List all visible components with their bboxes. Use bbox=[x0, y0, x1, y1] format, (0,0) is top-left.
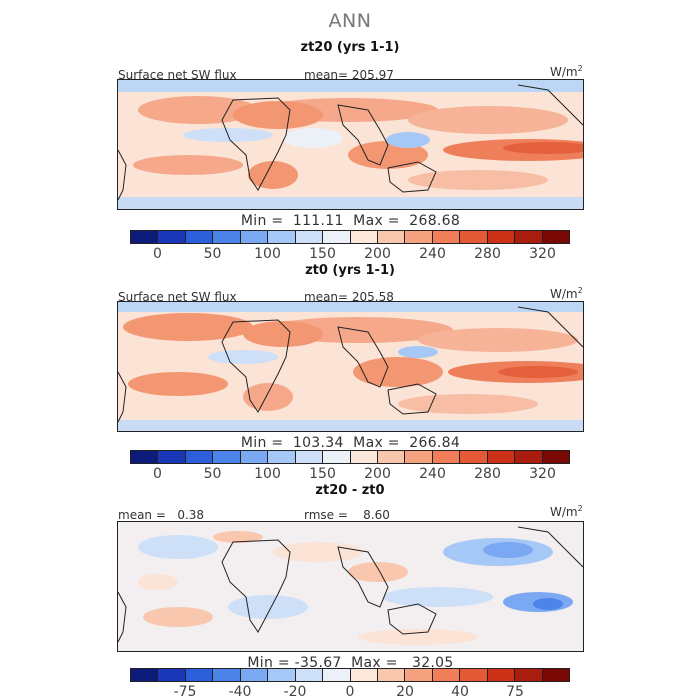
panel-1-map bbox=[117, 79, 584, 210]
colorbar-swatch bbox=[268, 451, 296, 463]
colorbar-tick-label: -75 bbox=[173, 684, 197, 700]
colorbar-swatch bbox=[323, 451, 351, 463]
colorbar-tick-label: -20 bbox=[283, 684, 307, 700]
colorbar-swatch bbox=[240, 231, 269, 243]
colorbar-swatch bbox=[515, 451, 543, 463]
colorbar-tick-label: 50 bbox=[203, 246, 222, 262]
panel-1-mean-label: mean= 205.97 bbox=[304, 68, 394, 82]
colorbar-swatch bbox=[295, 451, 324, 463]
panel-1-min-max: Min = 111.11 Max = 268.68 bbox=[240, 213, 461, 229]
panel-1-colorbar-ticks: 0 50 100 150 200 240 280 320 bbox=[130, 244, 570, 262]
panel-2-unit-label: W/m2 bbox=[550, 286, 583, 301]
panel-2-min-max: Min = 103.34 Max = 266.84 bbox=[240, 435, 461, 451]
colorbar-swatch bbox=[405, 451, 433, 463]
colorbar-swatch bbox=[542, 669, 569, 681]
figure-title: ANN bbox=[328, 10, 372, 32]
colorbar-tick-label: 0 bbox=[345, 684, 355, 700]
panel-1-colorbar bbox=[130, 230, 570, 244]
colorbar-swatch bbox=[213, 231, 241, 243]
colorbar-swatch bbox=[460, 669, 488, 681]
colorbar-swatch bbox=[432, 451, 461, 463]
colorbar-tick-label: 200 bbox=[364, 246, 391, 262]
colorbar-swatch bbox=[295, 231, 324, 243]
panel-3-map bbox=[117, 521, 584, 652]
colorbar-tick-label: 75 bbox=[506, 684, 524, 700]
panel-2-variable-label: Surface net SW flux bbox=[118, 290, 237, 304]
colorbar-tick-label: 320 bbox=[529, 246, 556, 262]
panel-3-colorbar bbox=[130, 668, 570, 682]
colorbar-swatch bbox=[460, 451, 488, 463]
panel-2-title: zt0 (yrs 1-1) bbox=[305, 263, 395, 278]
colorbar-tick-label: 20 bbox=[396, 684, 414, 700]
colorbar-tick-label: 150 bbox=[309, 466, 336, 482]
colorbar-swatch bbox=[487, 451, 516, 463]
colorbar-swatch bbox=[213, 451, 241, 463]
colorbar-tick-label: 40 bbox=[451, 684, 469, 700]
colorbar-swatch bbox=[158, 669, 186, 681]
colorbar-swatch bbox=[295, 669, 324, 681]
colorbar-tick-label: 280 bbox=[474, 466, 501, 482]
colorbar-swatch bbox=[185, 451, 214, 463]
colorbar-tick-label: 240 bbox=[419, 466, 446, 482]
colorbar-tick-label: 50 bbox=[203, 466, 222, 482]
colorbar-swatch bbox=[213, 669, 241, 681]
colorbar-swatch bbox=[268, 669, 296, 681]
colorbar-swatch bbox=[158, 231, 186, 243]
panel-2-colorbar-ticks: 0 50 100 150 200 240 280 320 bbox=[130, 464, 570, 482]
colorbar-swatch bbox=[158, 451, 186, 463]
colorbar-swatch bbox=[185, 231, 214, 243]
colorbar-swatch bbox=[377, 451, 406, 463]
panel-1-title: zt20 (yrs 1-1) bbox=[300, 40, 400, 55]
colorbar-swatch bbox=[487, 231, 516, 243]
panel-3-colorbar-ticks: -75 -40 -20 0 20 40 75 bbox=[130, 682, 570, 700]
colorbar-swatch bbox=[131, 451, 159, 463]
colorbar-swatch bbox=[268, 231, 296, 243]
panel-3-unit-label: W/m2 bbox=[550, 504, 583, 519]
colorbar-tick-label: 150 bbox=[309, 246, 336, 262]
colorbar-swatch bbox=[350, 451, 378, 463]
colorbar-tick-label: 0 bbox=[153, 246, 162, 262]
colorbar-swatch bbox=[542, 451, 569, 463]
colorbar-swatch bbox=[405, 231, 433, 243]
colorbar-swatch bbox=[323, 669, 351, 681]
colorbar-swatch bbox=[515, 231, 543, 243]
colorbar-tick-label: 280 bbox=[474, 246, 501, 262]
colorbar-swatch bbox=[240, 669, 269, 681]
colorbar-swatch bbox=[405, 669, 433, 681]
panel-2-mean-label: mean= 205.58 bbox=[304, 290, 394, 304]
colorbar-swatch bbox=[377, 669, 406, 681]
panel-3-title: zt20 - zt0 bbox=[315, 483, 385, 498]
colorbar-tick-label: 240 bbox=[419, 246, 446, 262]
colorbar-swatch bbox=[515, 669, 543, 681]
colorbar-swatch bbox=[542, 231, 569, 243]
colorbar-tick-label: 100 bbox=[254, 246, 281, 262]
panel-2-map bbox=[117, 301, 584, 432]
panel-1-variable-label: Surface net SW flux bbox=[118, 68, 237, 82]
colorbar-swatch bbox=[323, 231, 351, 243]
colorbar-swatch bbox=[460, 231, 488, 243]
colorbar-swatch bbox=[377, 231, 406, 243]
colorbar-tick-label: -40 bbox=[228, 684, 252, 700]
colorbar-tick-label: 200 bbox=[364, 466, 391, 482]
colorbar-swatch bbox=[350, 669, 378, 681]
panel-3-min-max: Min = -35.67 Max = 32.05 bbox=[247, 655, 454, 671]
colorbar-swatch bbox=[432, 231, 461, 243]
colorbar-swatch bbox=[240, 451, 269, 463]
colorbar-swatch bbox=[185, 669, 214, 681]
colorbar-swatch bbox=[131, 669, 159, 681]
colorbar-tick-label: 0 bbox=[153, 466, 162, 482]
colorbar-swatch bbox=[131, 231, 159, 243]
panel-1-unit-label: W/m2 bbox=[550, 64, 583, 79]
colorbar-swatch bbox=[487, 669, 516, 681]
panel-3-mean-label: mean = 0.38 bbox=[118, 508, 205, 522]
colorbar-tick-label: 100 bbox=[254, 466, 281, 482]
colorbar-swatch bbox=[432, 669, 461, 681]
colorbar-swatch bbox=[350, 231, 378, 243]
colorbar-tick-label: 320 bbox=[529, 466, 556, 482]
panel-3-rmse-label: rmse = 8.60 bbox=[304, 508, 390, 522]
panel-2-colorbar bbox=[130, 450, 570, 464]
